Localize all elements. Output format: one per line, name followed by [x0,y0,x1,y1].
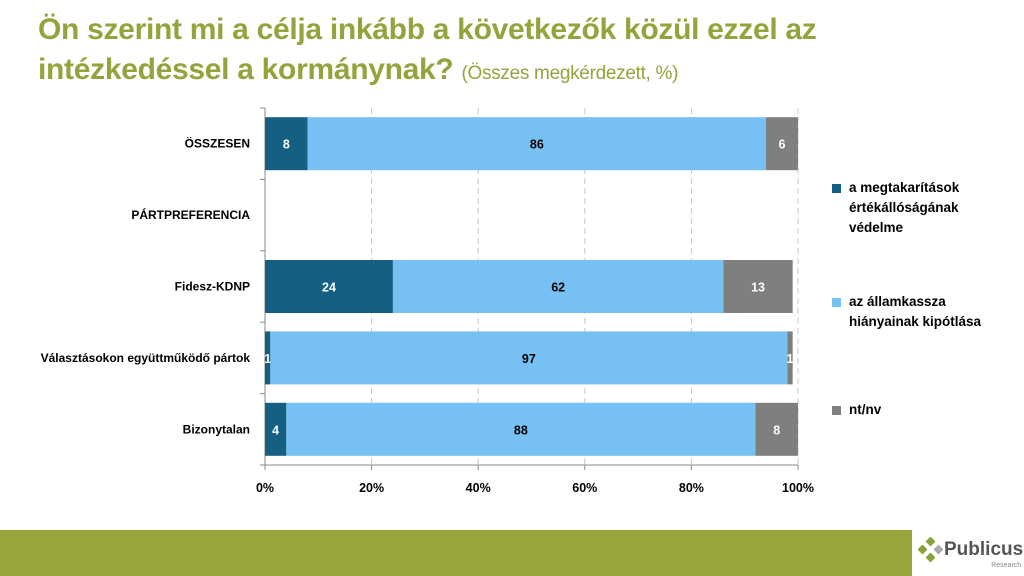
category-label: PÁRTPREFERENCIA [131,207,250,222]
title-main: Ön szerint mi a célja inkább a következő… [38,13,817,86]
bar-segment [307,117,767,171]
bar-segment [270,331,788,385]
footer-band [0,530,912,576]
data-label: 86 [530,138,544,152]
category-label: Választásokon együttműködő pártok [41,351,251,365]
data-label: 1 [787,352,794,366]
data-label: 8 [773,423,780,437]
category-label: ÖSSZESEN [185,136,250,151]
data-label: 13 [751,281,765,295]
bar-segment [755,402,798,456]
bar-segment [265,117,308,171]
x-tick-label: 60% [572,481,597,495]
x-tick-label: 40% [466,481,491,495]
legend-item: a megtakarítások értékállóságának védelm… [832,178,999,238]
title-subtitle: (Összes megkérdezett, %) [461,63,679,84]
data-label: 4 [272,423,279,437]
bar-segment [265,260,393,313]
x-tick-label: 100% [782,481,814,495]
legend-swatch [832,184,841,193]
bar-segment [392,260,724,313]
bar-segment [286,402,756,456]
publicus-logo: Publicus Research [918,537,1024,569]
x-tick-label: 0% [256,481,274,495]
x-tick-label: 80% [679,481,704,495]
logo-diamond-icon [918,537,944,563]
slide-title: Ön szerint mi a célja inkább a következő… [38,10,858,94]
data-label: 62 [551,281,565,295]
bar-segment [787,331,793,385]
category-label: Bizonytalan [183,422,250,436]
legend-item: az államkassza hiányainak kipótlása [832,292,999,332]
legend-item: nt/nv [832,400,999,420]
data-label: 6 [779,138,786,152]
bar-segment [766,117,798,171]
legend-label: nt/nv [849,402,882,417]
legend-swatch [832,406,841,415]
data-label: 24 [322,281,336,295]
logo-name: Publicus [944,539,1024,560]
data-label: 1 [264,352,271,366]
category-label: Fidesz-KDNP [175,280,250,294]
legend-label: a megtakarítások értékállóságának védelm… [849,180,960,235]
data-label: 88 [514,423,528,437]
data-label: 8 [283,138,290,152]
bar-segment [265,331,271,385]
x-tick-label: 20% [359,481,384,495]
bar-segment [723,260,793,313]
data-label: 97 [522,352,536,366]
bar-segment [265,402,287,456]
legend-label: az államkassza hiányainak kipótlása [849,294,982,329]
logo-sub: Research [991,562,1022,569]
legend-swatch [832,298,841,307]
